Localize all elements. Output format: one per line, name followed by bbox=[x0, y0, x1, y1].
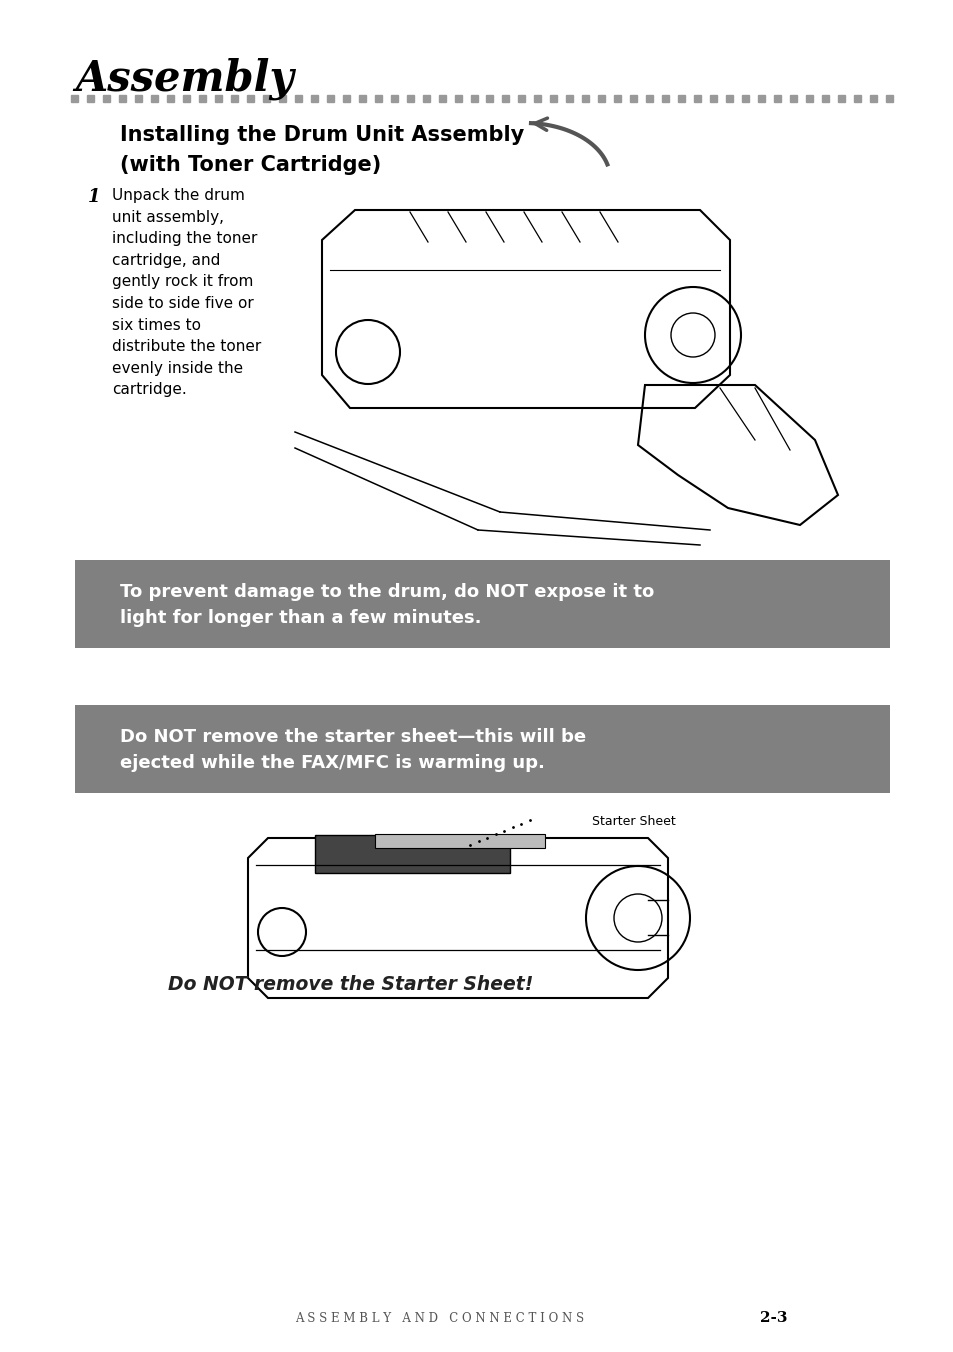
Bar bbox=[517, 95, 525, 101]
Bar bbox=[534, 95, 541, 101]
Bar bbox=[71, 95, 78, 101]
Bar bbox=[581, 95, 589, 101]
Text: light for longer than a few minutes.: light for longer than a few minutes. bbox=[120, 608, 481, 627]
Text: Do NOT remove the Starter Sheet!: Do NOT remove the Starter Sheet! bbox=[168, 975, 533, 994]
Bar bbox=[678, 95, 684, 101]
Text: 2-3: 2-3 bbox=[760, 1311, 786, 1325]
Bar bbox=[422, 95, 429, 101]
Bar bbox=[134, 95, 142, 101]
Bar bbox=[103, 95, 110, 101]
Bar bbox=[247, 95, 253, 101]
Bar bbox=[853, 95, 861, 101]
Bar bbox=[75, 560, 889, 648]
Bar bbox=[661, 95, 669, 101]
Bar bbox=[119, 95, 126, 101]
Bar bbox=[438, 95, 445, 101]
Bar bbox=[758, 95, 764, 101]
Text: (with Toner Cartridge): (with Toner Cartridge) bbox=[120, 155, 381, 174]
Bar bbox=[326, 95, 334, 101]
Text: A S S E M B L Y   A N D   C O N N E C T I O N S: A S S E M B L Y A N D C O N N E C T I O … bbox=[295, 1311, 584, 1325]
Bar bbox=[566, 95, 573, 101]
Bar bbox=[198, 95, 206, 101]
Bar bbox=[375, 834, 544, 848]
Bar bbox=[358, 95, 365, 101]
Bar bbox=[645, 95, 653, 101]
Bar bbox=[294, 95, 301, 101]
Bar bbox=[694, 95, 700, 101]
Bar bbox=[550, 95, 557, 101]
Text: ejected while the FAX/MFC is warming up.: ejected while the FAX/MFC is warming up. bbox=[120, 754, 544, 772]
Bar bbox=[87, 95, 94, 101]
Bar bbox=[278, 95, 286, 101]
Text: Installing the Drum Unit Assembly: Installing the Drum Unit Assembly bbox=[120, 124, 524, 145]
Bar bbox=[837, 95, 844, 101]
Bar bbox=[869, 95, 876, 101]
Bar bbox=[390, 95, 397, 101]
Text: To prevent damage to the drum, do NOT expose it to: To prevent damage to the drum, do NOT ex… bbox=[120, 583, 654, 602]
Bar bbox=[805, 95, 812, 101]
Bar bbox=[598, 95, 605, 101]
Bar bbox=[454, 95, 461, 101]
Text: Do NOT remove the starter sheet—this will be: Do NOT remove the starter sheet—this wil… bbox=[120, 727, 585, 746]
Bar bbox=[502, 95, 509, 101]
Bar bbox=[470, 95, 477, 101]
Bar bbox=[741, 95, 748, 101]
Bar bbox=[885, 95, 892, 101]
Bar bbox=[183, 95, 190, 101]
Bar bbox=[821, 95, 828, 101]
Bar bbox=[406, 95, 414, 101]
Bar bbox=[630, 95, 637, 101]
Bar bbox=[75, 704, 889, 794]
Bar bbox=[214, 95, 222, 101]
Bar bbox=[311, 95, 317, 101]
Text: Starter Sheet: Starter Sheet bbox=[592, 815, 675, 827]
Bar bbox=[262, 95, 270, 101]
Bar bbox=[486, 95, 493, 101]
Text: 1: 1 bbox=[88, 188, 100, 206]
Bar bbox=[167, 95, 173, 101]
Bar bbox=[773, 95, 781, 101]
Text: Assembly: Assembly bbox=[75, 58, 294, 100]
Bar bbox=[789, 95, 797, 101]
Bar bbox=[709, 95, 717, 101]
Bar bbox=[725, 95, 733, 101]
Bar bbox=[151, 95, 158, 101]
Bar bbox=[614, 95, 620, 101]
Bar bbox=[314, 836, 510, 873]
Bar bbox=[231, 95, 237, 101]
Text: Unpack the drum
unit assembly,
including the toner
cartridge, and
gently rock it: Unpack the drum unit assembly, including… bbox=[112, 188, 261, 397]
Bar bbox=[375, 95, 381, 101]
Bar bbox=[342, 95, 350, 101]
